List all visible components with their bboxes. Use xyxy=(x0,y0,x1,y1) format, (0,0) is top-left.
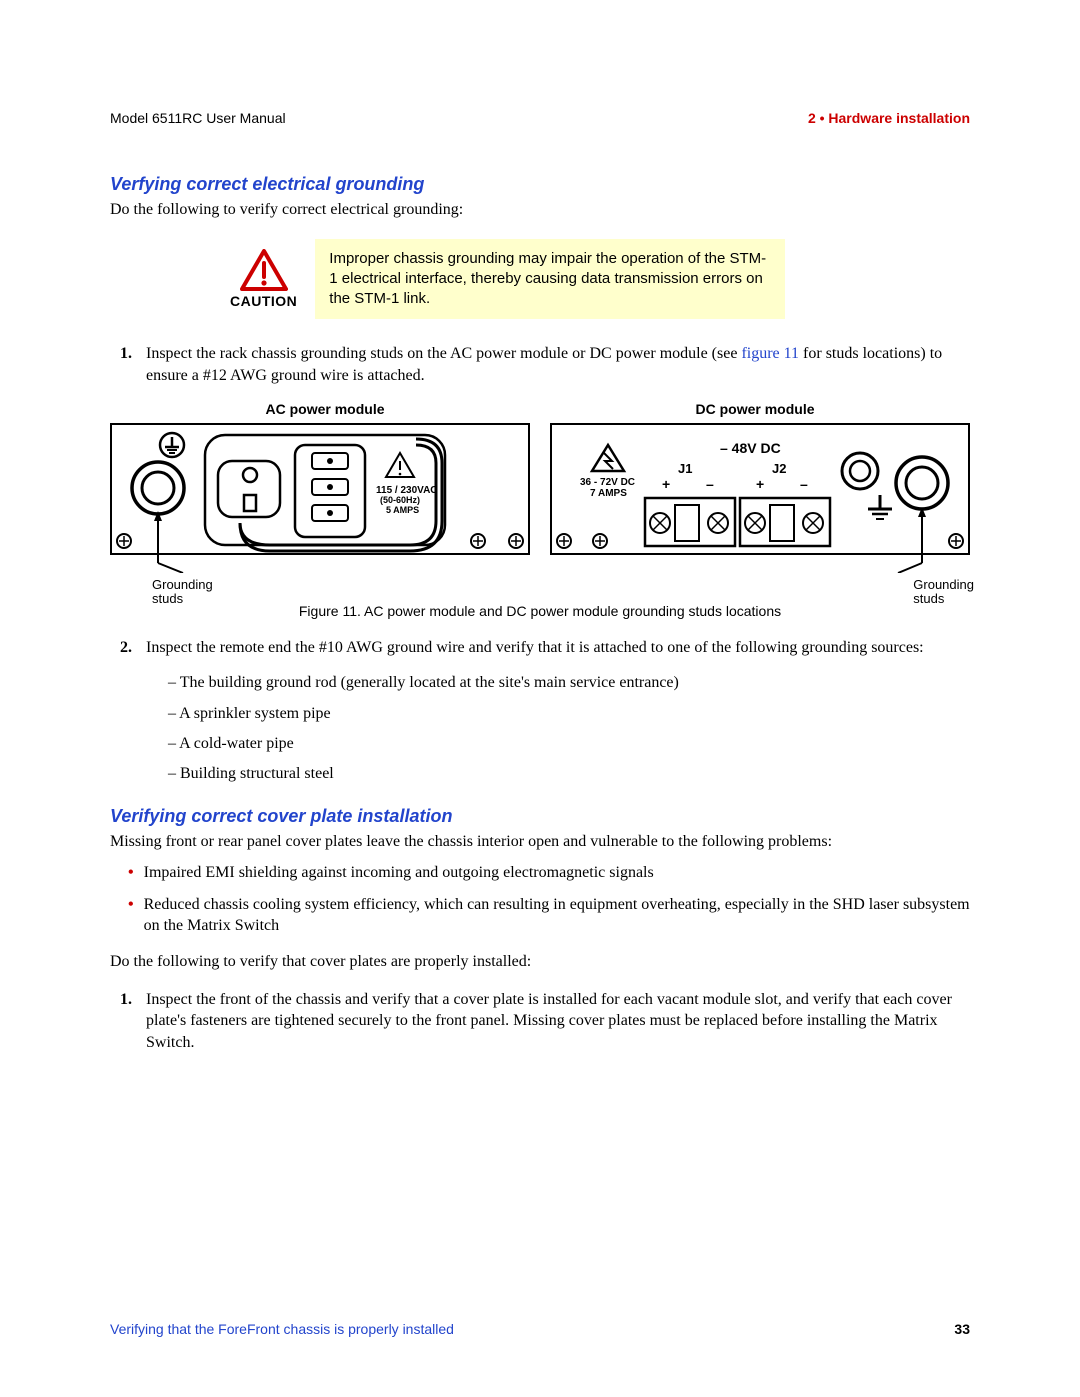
step-num: 2. xyxy=(110,637,132,790)
caution-label: CAUTION xyxy=(230,293,297,309)
page-footer: Verifying that the ForeFront chassis is … xyxy=(110,1321,970,1337)
sub-item: – The building ground rod (generally loc… xyxy=(168,668,970,698)
sub-item: – A cold-water pipe xyxy=(168,729,970,759)
svg-text:7 AMPS: 7 AMPS xyxy=(590,488,627,499)
bullet-text: Impaired EMI shielding against incoming … xyxy=(144,862,654,884)
section1-intro: Do the following to verify correct elect… xyxy=(110,199,970,221)
svg-text:–: – xyxy=(800,476,808,492)
dc-module-label: DC power module xyxy=(695,401,814,417)
bullet-text: Reduced chassis cooling system efficienc… xyxy=(144,894,970,937)
dc-power-module-diagram: – 48V DC 36 - 72V DC 7 AMPS J1 J2 + – + … xyxy=(550,423,970,573)
section1-title: Verfying correct electrical grounding xyxy=(110,174,970,195)
step-body: Inspect the remote end the #10 AWG groun… xyxy=(146,637,970,790)
grounding-studs-label-right: Grounding studs xyxy=(913,578,974,608)
bullet-dot-icon: • xyxy=(128,862,134,884)
svg-text:– 48V DC: – 48V DC xyxy=(720,440,781,456)
step-body: Inspect the rack chassis grounding studs… xyxy=(146,343,970,386)
step2-text: Inspect the remote end the #10 AWG groun… xyxy=(146,639,924,656)
header-left: Model 6511RC User Manual xyxy=(110,110,286,126)
footer-left: Verifying that the ForeFront chassis is … xyxy=(110,1321,454,1337)
svg-text:J2: J2 xyxy=(772,461,786,476)
figure-caption: Figure 11. AC power module and DC power … xyxy=(110,603,970,619)
caution-icon-wrap: CAUTION xyxy=(230,249,297,309)
step-num: 1. xyxy=(110,343,132,386)
step1-pre: Inspect the rack chassis grounding studs… xyxy=(146,345,741,362)
svg-text:5 AMPS: 5 AMPS xyxy=(386,505,419,515)
bullet-item: • Impaired EMI shielding against incomin… xyxy=(128,862,970,884)
ac-module-label: AC power module xyxy=(265,401,384,417)
section2-title: Verifying correct cover plate installati… xyxy=(110,806,970,827)
bullet-list: • Impaired EMI shielding against incomin… xyxy=(128,862,970,937)
page-header: Model 6511RC User Manual 2 • Hardware in… xyxy=(110,110,970,126)
step-body: Inspect the front of the chassis and ver… xyxy=(146,989,970,1054)
svg-text:+: + xyxy=(756,476,764,492)
footer-page-number: 33 xyxy=(954,1321,970,1337)
section2-step-1: 1. Inspect the front of the chassis and … xyxy=(110,989,970,1054)
step-num: 1. xyxy=(110,989,132,1054)
svg-text:(50-60Hz): (50-60Hz) xyxy=(380,495,420,505)
step2-sublist: – The building ground rod (generally loc… xyxy=(168,668,970,790)
step-2: 2. Inspect the remote end the #10 AWG gr… xyxy=(110,637,970,790)
svg-text:36 - 72V DC: 36 - 72V DC xyxy=(580,477,635,488)
bullet-dot-icon: • xyxy=(128,894,134,937)
figure-11: AC power module DC power module xyxy=(110,401,970,619)
svg-text:–: – xyxy=(706,476,714,492)
svg-text:+: + xyxy=(662,476,670,492)
warning-triangle-icon xyxy=(240,249,288,291)
figure-11-link[interactable]: figure 11 xyxy=(741,345,799,362)
section2-followup: Do the following to verify that cover pl… xyxy=(110,951,970,973)
caution-text: Improper chassis grounding may impair th… xyxy=(315,239,785,320)
bullet-item: • Reduced chassis cooling system efficie… xyxy=(128,894,970,937)
header-right: 2 • Hardware installation xyxy=(808,110,970,126)
ac-power-module-diagram: 115 / 230VAC (50-60Hz) 5 AMPS xyxy=(110,423,530,573)
svg-text:J1: J1 xyxy=(678,461,692,476)
section2-intro: Missing front or rear panel cover plates… xyxy=(110,831,970,853)
caution-block: CAUTION Improper chassis grounding may i… xyxy=(230,239,970,320)
sub-item: – A sprinkler system pipe xyxy=(168,699,970,729)
step-1: 1. Inspect the rack chassis grounding st… xyxy=(110,343,970,386)
grounding-studs-label-left: Grounding studs xyxy=(152,578,213,608)
sub-item: – Building structural steel xyxy=(168,759,970,789)
